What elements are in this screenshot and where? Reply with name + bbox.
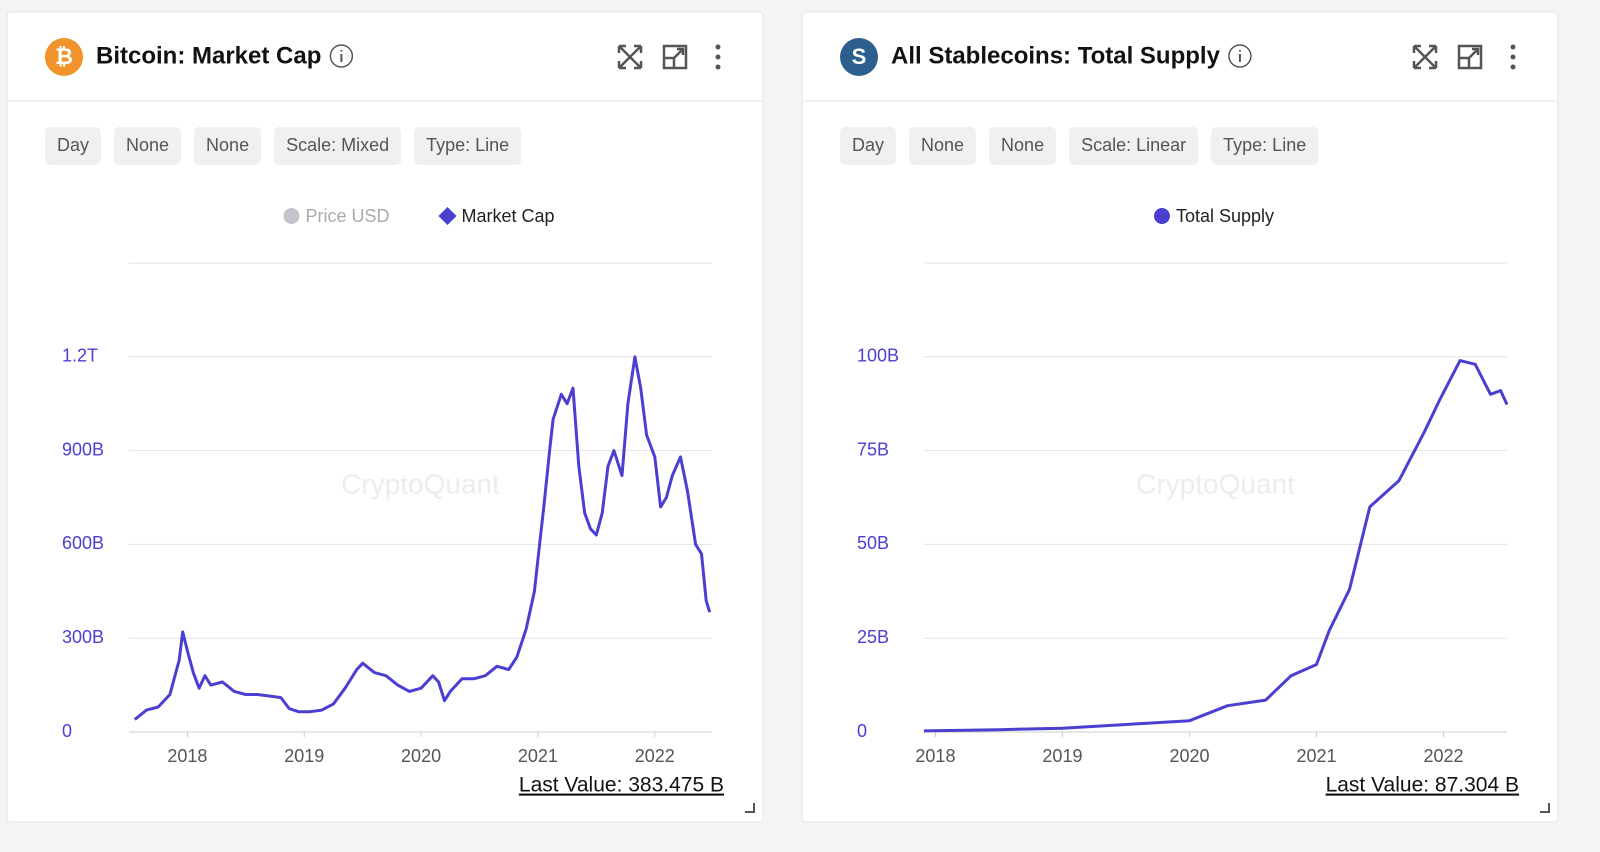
control-button[interactable]: [274, 127, 402, 165]
control-button[interactable]: [45, 127, 102, 165]
control-button[interactable]: [1211, 127, 1319, 165]
info-icon[interactable]: [329, 44, 354, 68]
control-label: Type: Line: [1223, 135, 1306, 155]
control-label: None: [126, 135, 169, 155]
control-button[interactable]: [909, 127, 977, 165]
chart-panel: ₿ Bitcoin: Market Cap Day None None Scale: Mi…: [6, 11, 764, 823]
resize-handle: [745, 803, 755, 813]
control-label: None: [206, 135, 249, 155]
legend-label[interactable]: Price USD: [305, 206, 389, 226]
menu-dot[interactable]: [1510, 54, 1516, 60]
y-tick-label: 900B: [62, 439, 104, 459]
menu-dot[interactable]: [715, 44, 721, 50]
legend: Total Supply: [1153, 206, 1274, 226]
y-tick-label: 100B: [857, 346, 899, 366]
control-label: Scale: Linear: [1081, 135, 1186, 155]
watermark: CryptoQuant: [341, 468, 500, 499]
x-tick-label: 2019: [1042, 746, 1082, 766]
x-tick-label: 2021: [1296, 746, 1336, 766]
x-tick-label: 2021: [518, 746, 558, 766]
info-icon[interactable]: [1228, 44, 1252, 68]
icon-letter: S: [852, 44, 867, 69]
legend-label[interactable]: Market Cap: [461, 206, 554, 226]
y-tick-label: 0: [857, 721, 867, 741]
icon: [840, 38, 878, 76]
panel: [801, 11, 1559, 823]
x-tick-label: 2018: [167, 746, 207, 766]
watermark: CryptoQuant: [1136, 468, 1295, 499]
y-tick-label: 25B: [857, 627, 889, 647]
x-tick-label: 2020: [1169, 746, 1209, 766]
icon: [45, 38, 83, 76]
control-label: None: [1001, 135, 1044, 155]
panel: [6, 11, 764, 823]
resize-handle: [1540, 803, 1550, 813]
y-tick-label: 75B: [857, 439, 889, 459]
y-tick-label: 50B: [857, 533, 889, 553]
legend-marker: [283, 208, 300, 224]
data-line: [133, 355, 712, 721]
y-tick-label: 1.2T: [62, 346, 98, 366]
control-label: Day: [852, 135, 884, 155]
control-button[interactable]: [840, 127, 897, 165]
menu-dot[interactable]: [715, 54, 721, 60]
data-line: [923, 359, 1509, 733]
x-tick-label: 2018: [915, 746, 955, 766]
menu-dot[interactable]: [1510, 44, 1516, 50]
control-button[interactable]: [194, 127, 262, 165]
last-value[interactable]: Last Value: 87.304 B: [1326, 774, 1519, 797]
control-button[interactable]: [414, 127, 522, 165]
x-tick-label: 2019: [284, 746, 324, 766]
y-tick-label: 600B: [62, 533, 104, 553]
legend: Price USD Market Cap: [283, 206, 555, 226]
icon-letter: ₿: [55, 44, 73, 69]
expand-icon[interactable]: [617, 44, 643, 70]
y-tick-label: 0: [62, 721, 72, 741]
chart-panel: S All Stablecoins: Total Supply Day None Non…: [801, 11, 1559, 823]
menu-dot[interactable]: [1510, 64, 1516, 70]
last-value[interactable]: Last Value: 383.475 B: [519, 774, 724, 797]
control-label: Scale: Mixed: [286, 135, 389, 155]
legend-marker: [438, 207, 457, 225]
control-label: None: [921, 135, 964, 155]
popout-icon[interactable]: [662, 44, 688, 70]
control-label: Day: [57, 135, 89, 155]
chart-title: All Stablecoins: Total Supply: [891, 42, 1221, 69]
x-tick-label: 2022: [1423, 746, 1463, 766]
popout-icon[interactable]: [1457, 44, 1483, 70]
x-tick-label: 2022: [635, 746, 675, 766]
x-tick-label: 2020: [401, 746, 441, 766]
legend-marker: [1153, 208, 1170, 224]
legend-label[interactable]: Total Supply: [1176, 206, 1274, 226]
control-label: Type: Line: [426, 135, 509, 155]
chart-title: Bitcoin: Market Cap: [96, 42, 321, 69]
control-button[interactable]: [114, 127, 182, 165]
y-tick-label: 300B: [62, 627, 104, 647]
control-button[interactable]: [1069, 127, 1199, 165]
control-button[interactable]: [989, 127, 1057, 165]
expand-icon[interactable]: [1412, 44, 1438, 70]
menu-dot[interactable]: [715, 64, 721, 70]
